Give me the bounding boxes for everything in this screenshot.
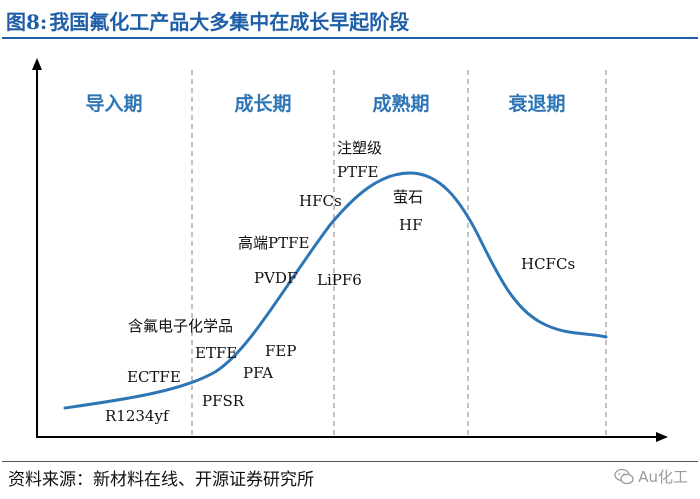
product-label: ETFE bbox=[195, 344, 237, 362]
product-label: PFSR bbox=[202, 392, 245, 410]
product-label: HFCs bbox=[299, 192, 342, 210]
lifecycle-curve bbox=[63, 171, 608, 410]
watermark: Au化工 bbox=[614, 466, 688, 487]
stage-label-intro: 导入期 bbox=[85, 93, 142, 115]
figure-number: 图8: bbox=[6, 9, 48, 34]
product-labels: R1234yf ECTFE PFSR 含氟电子化学品 ETFE FEP PFA … bbox=[105, 139, 575, 425]
watermark-text: Au化工 bbox=[638, 468, 688, 486]
product-label: 高端PTFE bbox=[238, 234, 309, 252]
title-rule bbox=[2, 37, 698, 39]
product-label: PFA bbox=[243, 364, 273, 382]
stage-label-maturity: 成熟期 bbox=[372, 92, 429, 115]
x-axis-arrow bbox=[656, 432, 668, 442]
product-label: 注塑级 bbox=[337, 139, 382, 157]
figure-title: 我国氟化工产品大多集中在成长早起阶段 bbox=[49, 9, 410, 34]
lifecycle-diagram: 导入期 成长期 成熟期 衰退期 R1234yf ECTFE PFSR 含氟电子化… bbox=[32, 58, 668, 442]
stage-label-growth: 成长期 bbox=[234, 92, 291, 115]
product-label: HF bbox=[399, 216, 423, 234]
product-label: ECTFE bbox=[127, 368, 181, 386]
product-label: R1234yf bbox=[105, 407, 170, 425]
source-note: 资料来源：新材料在线、开源证券研究所 bbox=[8, 470, 314, 490]
product-label: 含氟电子化学品 bbox=[128, 317, 233, 335]
figure-title-row: 图8: 我国氟化工产品大多集中在成长早起阶段 bbox=[6, 4, 694, 36]
y-axis-arrow bbox=[32, 58, 42, 70]
product-label: LiPF6 bbox=[317, 271, 362, 289]
wechat-icon bbox=[614, 468, 634, 484]
product-label: 萤石 bbox=[393, 188, 423, 206]
stage-labels: 导入期 成长期 成熟期 衰退期 bbox=[85, 92, 565, 115]
stage-label-decline: 衰退期 bbox=[507, 92, 565, 115]
product-label: PTFE bbox=[337, 163, 378, 181]
product-label: PVDF bbox=[254, 269, 297, 287]
stage-dividers bbox=[191, 70, 607, 436]
product-label: FEP bbox=[265, 342, 296, 360]
axes bbox=[32, 58, 668, 442]
product-label: HCFCs bbox=[521, 255, 575, 273]
source-rule bbox=[2, 461, 698, 462]
